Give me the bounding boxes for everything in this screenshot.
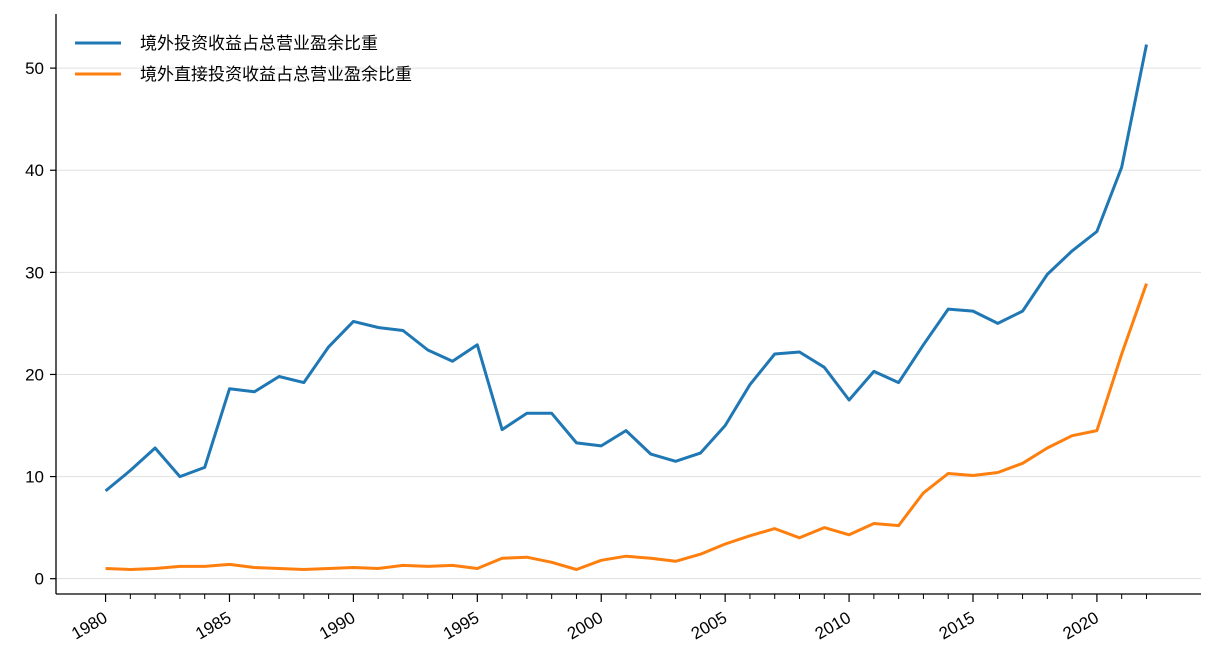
- y-tick-label: 30: [25, 263, 44, 282]
- x-tick-label: 2005: [688, 608, 730, 643]
- y-axis-ticks: 0 10 20 30 40 50: [25, 59, 56, 589]
- y-tick-label: 50: [25, 59, 44, 78]
- x-tick-label: 1995: [440, 608, 482, 643]
- y-tick-label: 40: [25, 161, 44, 180]
- x-tick-label: 1985: [192, 608, 234, 643]
- x-axis-ticks: 1980 1985 1990 1995 2000 2005 2010 2015 2020: [68, 594, 1147, 643]
- series-line-overseas-investment: [104, 44, 1148, 493]
- gridlines: [56, 67, 1201, 580]
- x-tick-label: 2020: [1060, 608, 1102, 643]
- x-tick-label: 1990: [316, 608, 358, 643]
- legend-label-overseas-investment: 境外投资收益占总营业盈余比重: [140, 34, 378, 54]
- y-tick-label: 20: [25, 365, 44, 384]
- x-tick-label: 1980: [68, 608, 110, 643]
- y-tick-label: 10: [25, 468, 44, 487]
- legend-label-overseas-direct-investment: 境外直接投资收益占总营业盈余比重: [140, 65, 412, 85]
- series-lines: [104, 44, 1148, 571]
- legend: 境外投资收益占总营业盈余比重 境外直接投资收益占总营业盈余比重: [75, 34, 412, 85]
- series-line-overseas-direct-investment: [105, 283, 1148, 571]
- y-tick-label: 0: [35, 570, 44, 589]
- x-tick-label: 2000: [564, 608, 606, 643]
- x-tick-label: 2010: [812, 608, 854, 643]
- x-tick-label: 2015: [936, 608, 978, 643]
